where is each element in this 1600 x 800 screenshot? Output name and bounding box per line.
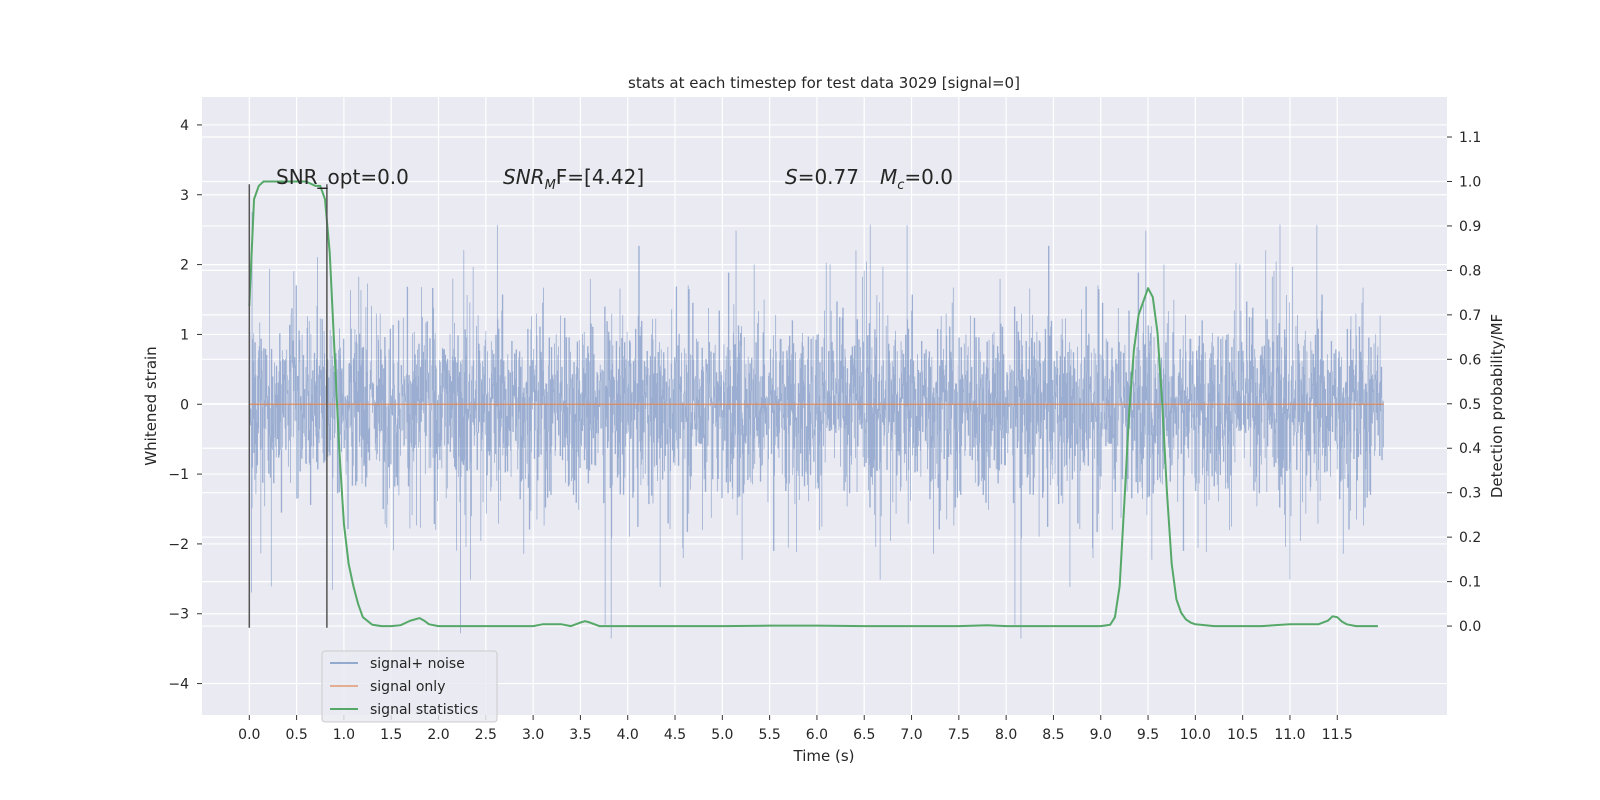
x-tick-label-15: 7.5 — [948, 727, 970, 743]
x-tick-label-2: 1.0 — [333, 727, 355, 743]
annotation-snr-opt: SNR_opt=0.0 — [276, 165, 409, 189]
y-left-tick-label-6: −2 — [168, 537, 189, 553]
x-tick-label-12: 6.0 — [806, 727, 828, 743]
x-tick-label-8: 4.0 — [617, 727, 639, 743]
x-tick-label-3: 1.5 — [380, 727, 402, 743]
y-right-tick-label-11: 0.0 — [1459, 619, 1481, 635]
x-tick-label-16: 8.0 — [995, 727, 1017, 743]
legend-label-signal-only: signal only — [370, 679, 445, 695]
x-tick-label-23: 11.5 — [1322, 727, 1353, 743]
y-right-tick-label-1: 1.0 — [1459, 174, 1481, 190]
x-tick-label-0: 0.0 — [238, 727, 260, 743]
annotation-mc-subscript: c — [897, 178, 904, 193]
y-right-axis-label: Detection probability/MF — [1488, 314, 1506, 498]
y-right-tick-label-0: 1.1 — [1459, 130, 1481, 146]
x-ticks: 0.0 0.5 1.0 1.5 2.0 2.5 3.0 3.5 4.0 4.5 5.0 5.5 6.0 6… — [238, 715, 1353, 743]
signal-statistics-series — [248, 180, 1378, 628]
x-tick-label-13: 6.5 — [853, 727, 875, 743]
y-right-tick-label-2: 0.9 — [1459, 219, 1481, 235]
y-right-tick-label-7: 0.4 — [1459, 441, 1481, 457]
series-line-signal-statistics — [248, 180, 1378, 628]
annotation-s-symbol: S — [785, 165, 798, 189]
annotation-mc-value: =0.0 — [904, 165, 953, 189]
x-axis-label: Time (s) — [793, 747, 855, 765]
y-left-tick-label-1: 3 — [180, 188, 189, 204]
x-tick-label-11: 5.5 — [758, 727, 780, 743]
y-left-tick-label-7: −3 — [168, 607, 189, 623]
y-left-tick-label-2: 2 — [180, 258, 189, 274]
y-left-tick-label-3: 1 — [180, 327, 189, 343]
y-left-ticks: 4 3 2 1 0 −1 −2 −3 −4 — [168, 118, 202, 693]
y-right-tick-label-4: 0.7 — [1459, 308, 1481, 324]
x-tick-label-21: 10.5 — [1227, 727, 1258, 743]
x-tick-label-14: 7.0 — [900, 727, 922, 743]
annotation-mc-symbol: M — [880, 165, 897, 189]
x-tick-label-1: 0.5 — [285, 727, 307, 743]
x-tick-label-7: 3.5 — [569, 727, 591, 743]
x-tick-label-4: 2.0 — [427, 727, 449, 743]
y-right-tick-label-6: 0.5 — [1459, 397, 1481, 413]
legend-label-signal-statistics: signal statistics — [370, 702, 478, 718]
y-left-tick-label-5: −1 — [168, 467, 189, 483]
x-tick-label-20: 10.0 — [1180, 727, 1211, 743]
x-tick-label-19: 9.5 — [1137, 727, 1159, 743]
legend: signal+ noise signal only signal statist… — [321, 650, 498, 723]
annotation-snr-mf-subscript: M — [545, 178, 556, 193]
y-right-tick-label-9: 0.2 — [1459, 530, 1481, 546]
annotation-s-value: =0.77 — [798, 165, 859, 189]
legend-box — [321, 650, 498, 723]
x-tick-label-6: 3.0 — [522, 727, 544, 743]
x-tick-label-17: 8.5 — [1042, 727, 1064, 743]
x-tick-label-5: 2.5 — [475, 727, 497, 743]
legend-label-signal-noise: signal+ noise — [370, 656, 465, 672]
y-right-tick-label-5: 0.6 — [1459, 352, 1481, 368]
x-tick-label-10: 5.0 — [711, 727, 733, 743]
y-left-tick-label-0: 4 — [180, 118, 189, 134]
y-left-axis-label: Whitened strain — [142, 346, 160, 465]
annotation-snr-mf: SNRMF=[4.42] — [503, 165, 644, 193]
annotation-s: S=0.77 — [785, 165, 859, 189]
marker-lines — [248, 184, 328, 628]
y-right-tick-label-8: 0.3 — [1459, 486, 1481, 502]
annotation-mc: Mc=0.0 — [880, 165, 953, 193]
x-tick-label-22: 11.0 — [1274, 727, 1305, 743]
annotation-snr-mf-value: F=[4.42] — [556, 165, 644, 189]
x-tick-label-18: 9.0 — [1090, 727, 1112, 743]
y-right-tick-label-3: 0.8 — [1459, 263, 1481, 279]
annotation-snr-mf-symbol: SNR — [503, 165, 545, 189]
y-right-tick-label-10: 0.1 — [1459, 575, 1481, 591]
y-left-tick-label-8: −4 — [168, 677, 189, 693]
y-right-ticks: 1.1 1.0 0.9 0.8 0.7 0.6 0.5 0.4 0.3 0.2 0.1 0.0 — [1447, 130, 1481, 635]
y-left-tick-label-4: 0 — [180, 397, 189, 413]
x-tick-label-9: 4.5 — [664, 727, 686, 743]
chart-title: stats at each timestep for test data 302… — [628, 74, 1020, 92]
